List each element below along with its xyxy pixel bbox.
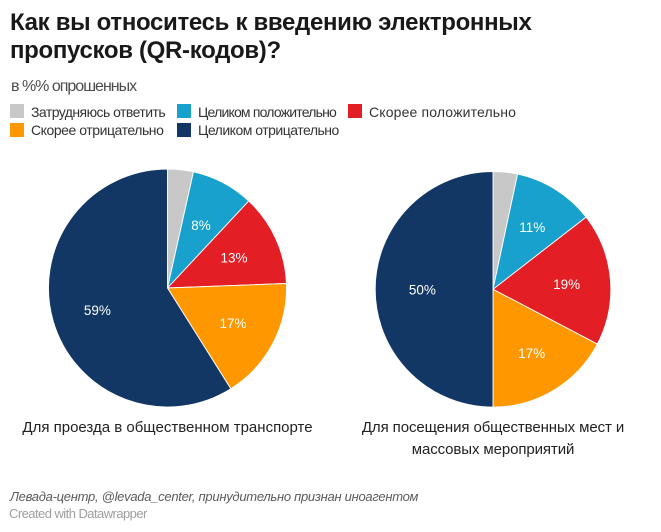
svg-text:8%: 8% (191, 218, 211, 233)
svg-text:17%: 17% (518, 346, 545, 361)
svg-text:11%: 11% (519, 220, 545, 235)
svg-text:59%: 59% (84, 303, 111, 318)
svg-text:19%: 19% (553, 277, 580, 292)
svg-text:50%: 50% (409, 283, 436, 298)
svg-text:17%: 17% (219, 316, 246, 331)
svg-text:13%: 13% (220, 250, 247, 265)
